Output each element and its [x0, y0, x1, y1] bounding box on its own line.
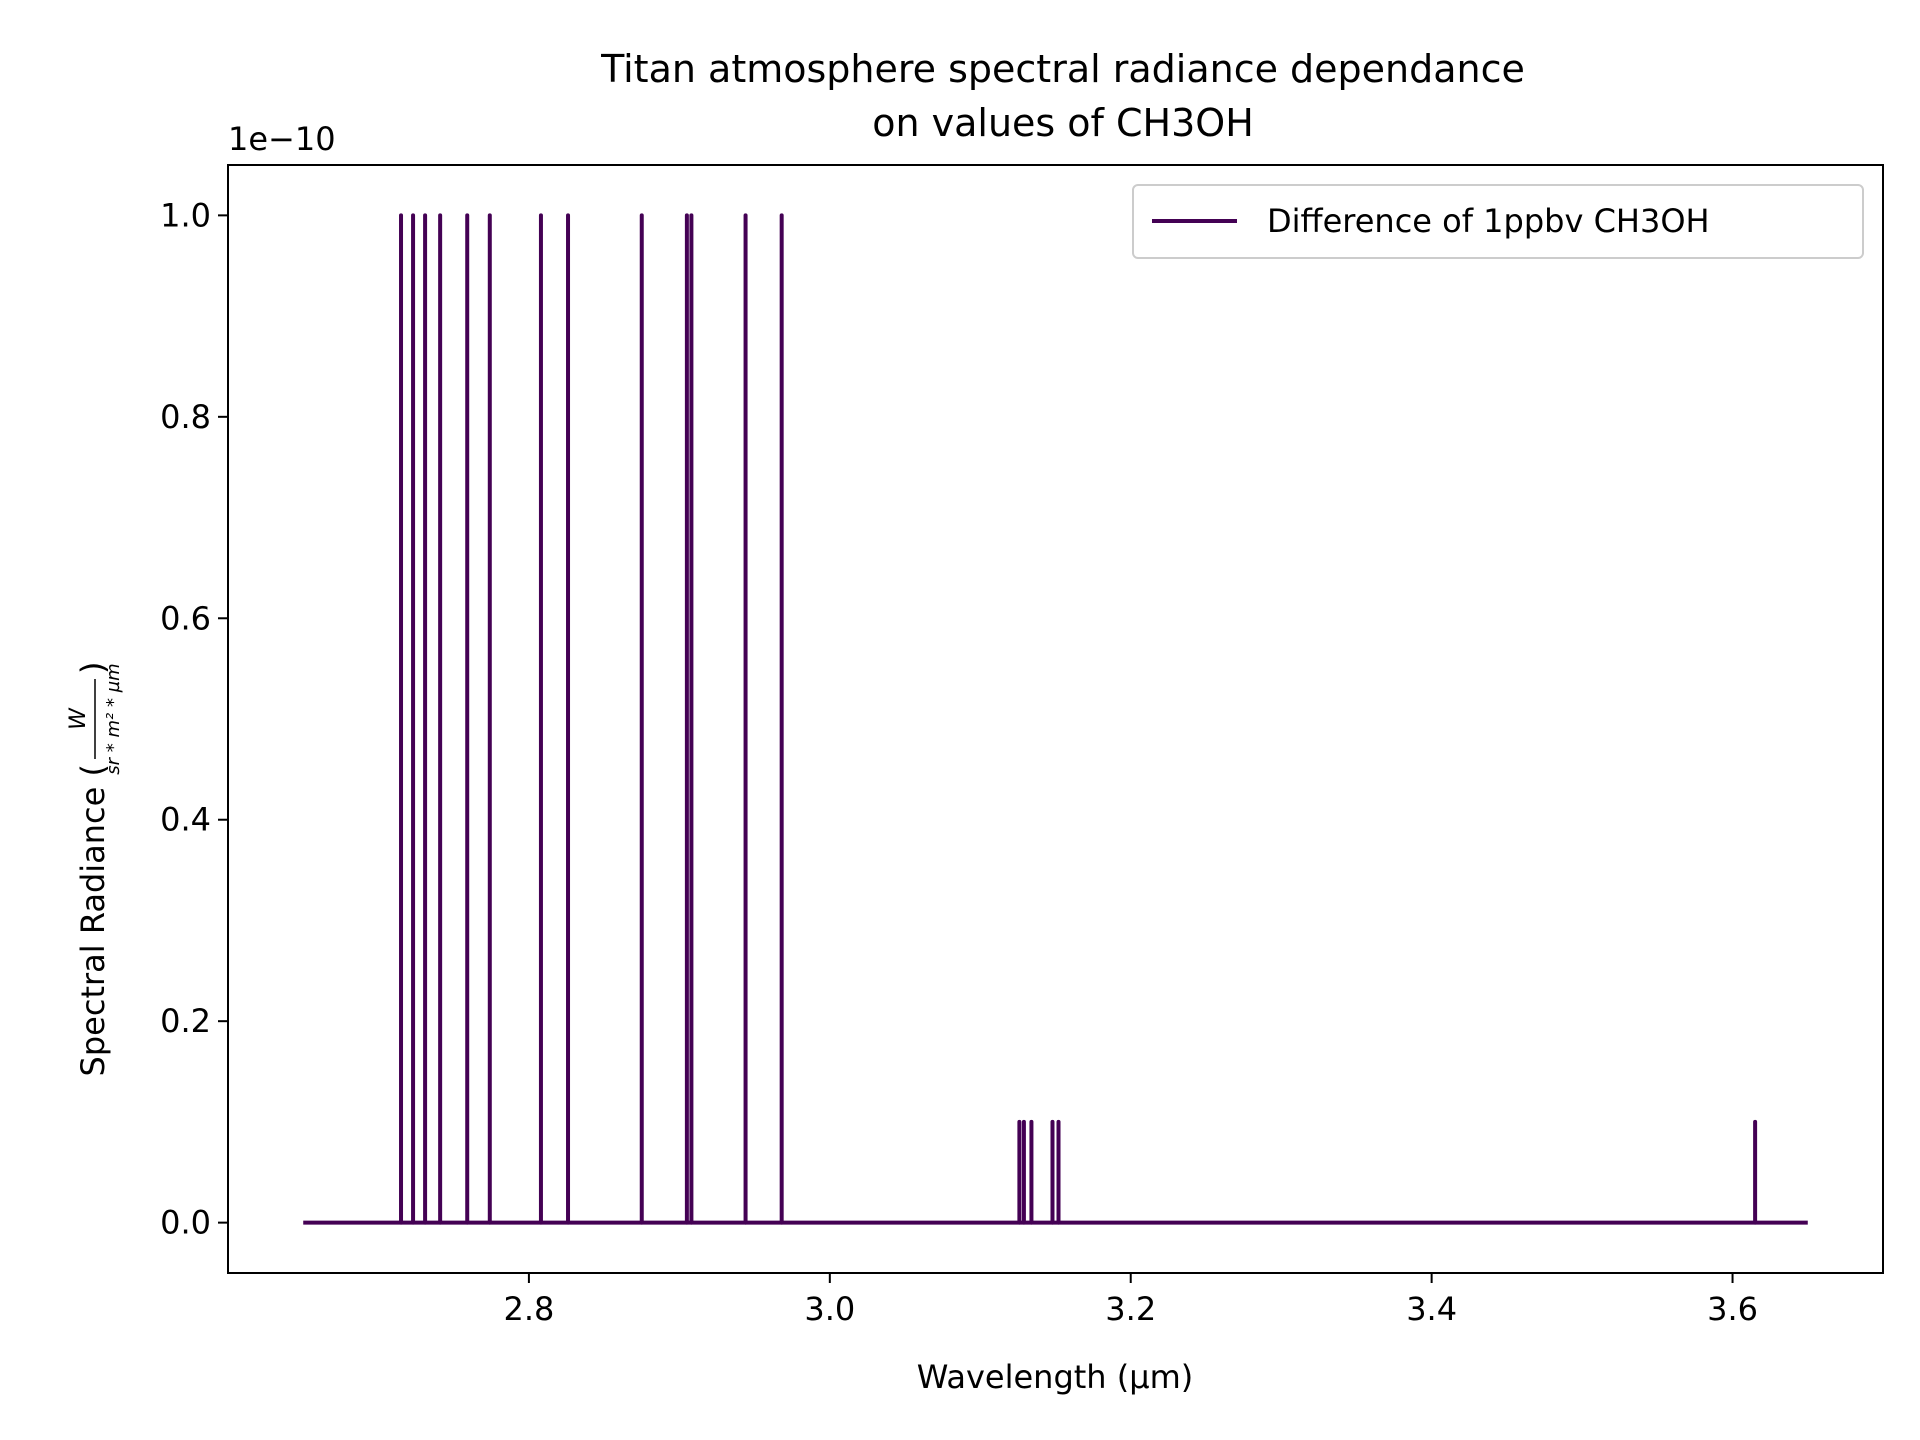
- chart-title: Titan atmosphere spectral radiance depen…: [600, 47, 1525, 145]
- y-axis-ticks: 0.0 0.2 0.4 0.6 0.8 1.0: [160, 196, 228, 1242]
- x-axis-ticks: 2.8 3.0 3.2 3.4 3.6: [503, 1273, 1758, 1328]
- y-tick-label: 0.8: [160, 398, 211, 436]
- y-axis-label-suffix: ): [74, 662, 112, 674]
- x-axis-label: Wavelength (µm): [917, 1358, 1194, 1396]
- y-tick-label: 1.0: [160, 196, 211, 234]
- plot-frame: [227, 164, 1884, 1274]
- y-axis-unit-numerator: W: [66, 707, 91, 730]
- x-tick-label: 3.0: [804, 1290, 855, 1328]
- chart-title-line-1: Titan atmosphere spectral radiance depen…: [600, 47, 1525, 91]
- legend: Difference of 1ppbv CH3OH: [1132, 184, 1864, 259]
- y-axis-label-text: Spectral Radiance (: [74, 764, 112, 1076]
- y-tick-label: 0.2: [160, 1002, 211, 1040]
- legend-label: Difference of 1ppbv CH3OH: [1267, 202, 1710, 240]
- y-axis-unit-denominator: sr * m² * µm: [103, 663, 124, 774]
- y-tick-label: 0.0: [160, 1204, 211, 1242]
- legend-box: [1132, 184, 1864, 259]
- x-tick-label: 3.4: [1406, 1290, 1457, 1328]
- plot-area: [303, 213, 1808, 1225]
- y-tick-label: 0.4: [160, 801, 211, 839]
- x-tick-label: 3.2: [1105, 1290, 1156, 1328]
- y-tick-label: 0.6: [160, 599, 211, 637]
- chart-title-line-2: on values of CH3OH: [872, 101, 1254, 145]
- x-tick-label: 2.8: [503, 1290, 554, 1328]
- x-tick-label: 3.6: [1707, 1290, 1758, 1328]
- series-0: [303, 213, 1808, 1225]
- y-axis-label: Spectral Radiance ( W sr * m² * µm ): [66, 662, 124, 1077]
- y-offset-label: 1e−10: [228, 120, 336, 158]
